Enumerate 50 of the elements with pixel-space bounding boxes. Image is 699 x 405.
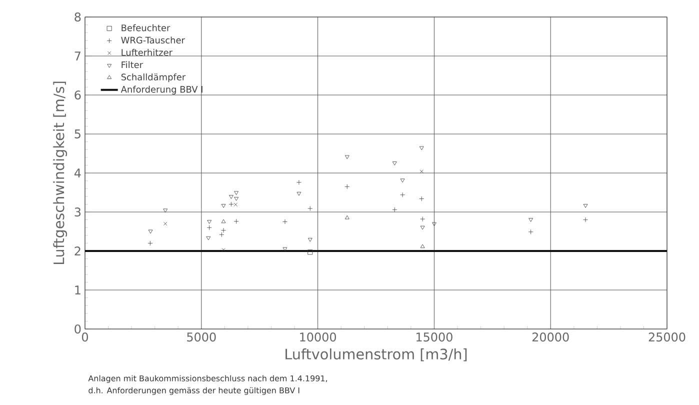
x-tick-label: 10000 (300, 332, 336, 342)
point (344, 215, 350, 220)
y-tick-label: 6 (74, 90, 81, 100)
point (282, 247, 288, 252)
point (392, 162, 397, 166)
y-tick-label: 5 (74, 130, 80, 138)
x-tick-label: 20000 (532, 332, 569, 342)
point (420, 244, 425, 248)
point (419, 146, 424, 150)
point (221, 219, 226, 224)
point (148, 230, 153, 234)
y-tick-label: 2 (74, 246, 80, 256)
point (583, 204, 588, 208)
point (206, 236, 211, 240)
point (222, 248, 226, 252)
point (432, 222, 436, 226)
point (207, 220, 212, 224)
point (221, 204, 226, 208)
x-axis-title: Luftvolumenstrom [m3/h] (286, 348, 467, 362)
point (400, 178, 405, 183)
point (234, 202, 238, 206)
point (420, 226, 425, 230)
point (163, 208, 168, 213)
legend-label: Filter (122, 61, 144, 68)
point (234, 197, 239, 201)
point (308, 238, 312, 242)
y-tick-label: 7 (74, 52, 80, 60)
y-tick-label: 3 (74, 207, 81, 217)
point (308, 250, 313, 255)
legend-label: WRG-Tauscher (121, 36, 185, 44)
legend-label: Anforderung BBV I (120, 86, 202, 94)
point (163, 222, 168, 226)
y-axis-title: Luftgeschwindigkeit [m/s] (53, 82, 68, 264)
y-tick-label: 1 (75, 286, 80, 294)
y-tick-label: 8 (74, 12, 81, 22)
point (528, 218, 533, 222)
y-tick-label: 0 (74, 324, 81, 334)
legend-label: Befeuchter (122, 24, 170, 32)
x-tick-label: 15000 (416, 332, 452, 342)
x-tick-label: 0 (82, 332, 88, 342)
legend-label: Lufterhitzer (122, 48, 173, 56)
point (234, 191, 239, 195)
point (420, 170, 424, 174)
x-tick-label: 5000 (187, 332, 216, 342)
point (344, 155, 350, 160)
legend-label: Schalldämpfer (121, 73, 186, 82)
point (296, 192, 302, 196)
point (229, 195, 234, 199)
x-tick-label: 25000 (648, 332, 686, 342)
y-tick-label: 4 (74, 168, 81, 178)
